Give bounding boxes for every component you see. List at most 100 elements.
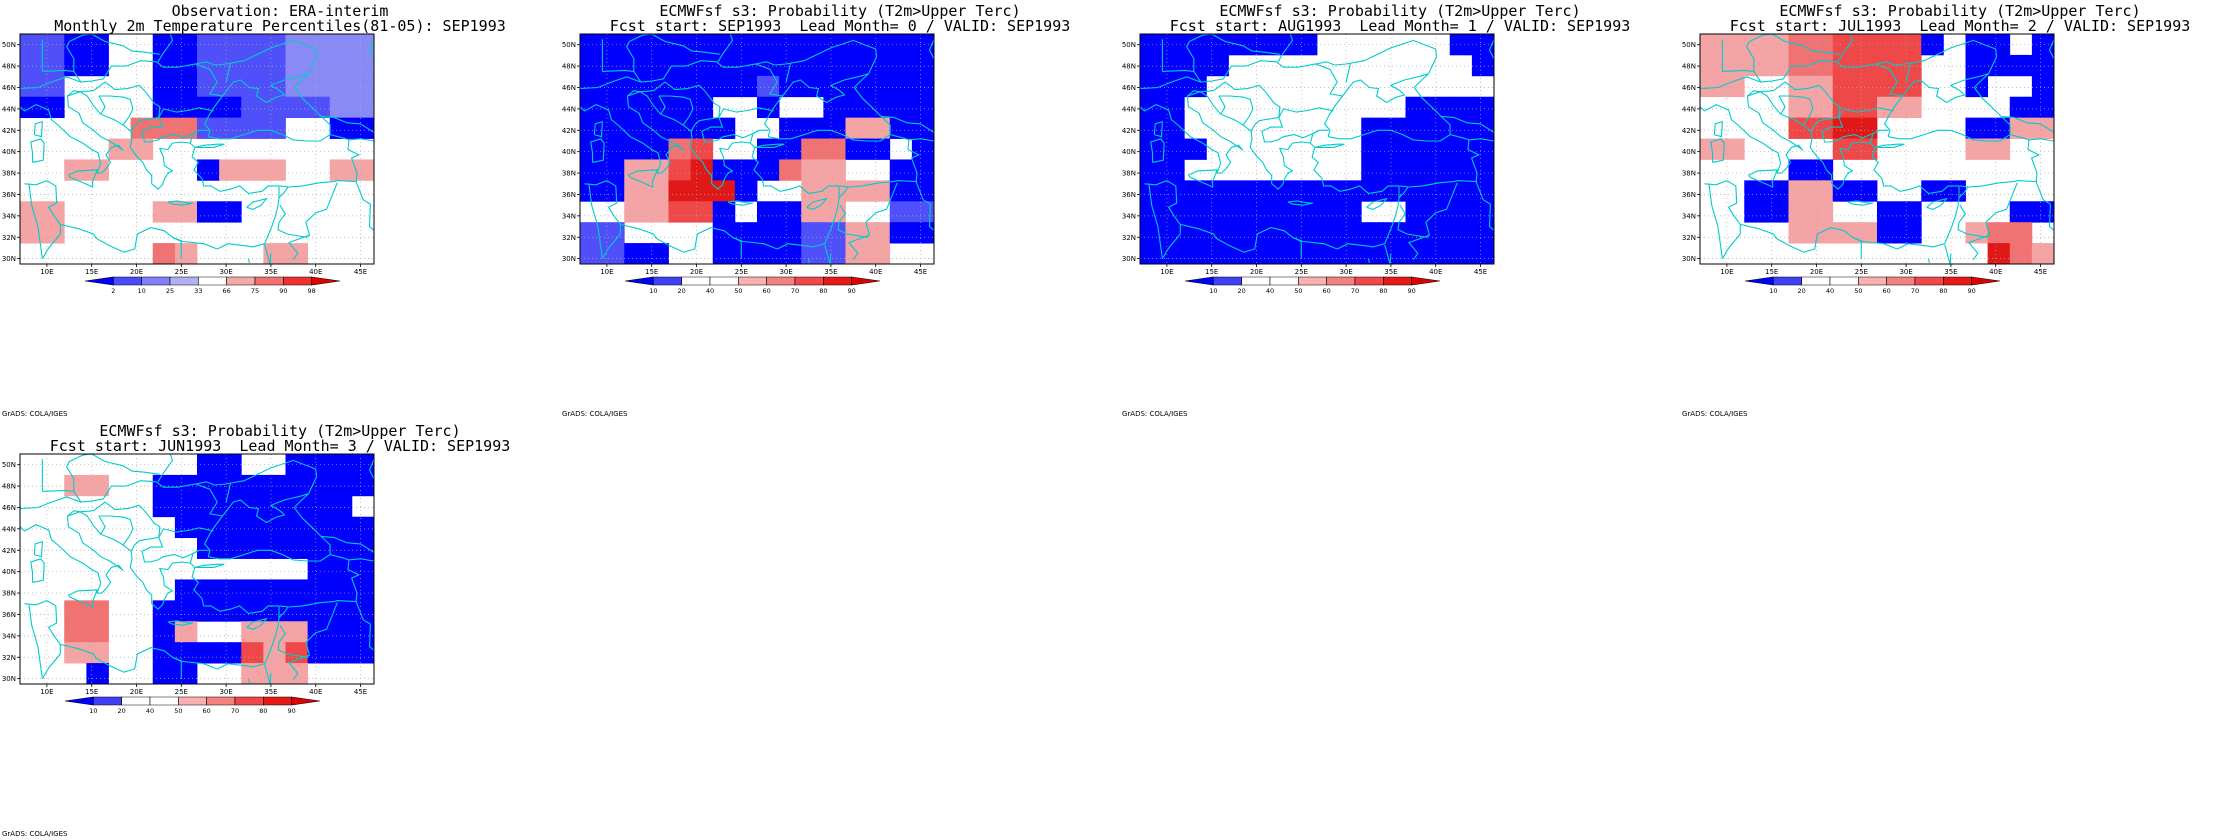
lat-tick-label: 42N: [1682, 127, 1696, 135]
lon-tick-label: 25E: [1855, 268, 1868, 276]
grid-cell: [263, 117, 286, 139]
grid-cell: [1140, 54, 1163, 77]
grid-cell: [646, 180, 669, 202]
grid-cell: [801, 54, 824, 77]
grid-cell: [64, 600, 87, 622]
grid-cell: [1788, 201, 1812, 223]
colorbar-label: 90: [288, 707, 296, 715]
lat-tick-label: 48N: [562, 63, 576, 71]
grid-cell: [1427, 243, 1451, 265]
grid-cell: [602, 34, 625, 56]
grid-cell: [889, 201, 913, 223]
grid-cell: [351, 34, 375, 56]
panel-title-line-1: ECMWFsf s3: Probability (T2m>Upper Terc): [1779, 2, 2141, 20]
lon-tick-label: 15E: [1205, 268, 1218, 276]
panel-title-line-1: ECMWFsf s3: Probability (T2m>Upper Terc): [99, 422, 461, 440]
grid-cell: [911, 34, 935, 56]
colorbar-swatch: [254, 276, 284, 286]
lat-tick-label: 32N: [562, 234, 576, 242]
grid-cell: [1228, 180, 1252, 202]
grid-cell: [241, 495, 264, 518]
grid-cell: [219, 579, 242, 601]
grid-cell: [911, 75, 935, 98]
grid-cell: [889, 75, 913, 98]
lat-tick-label: 30N: [1682, 255, 1696, 263]
grid-cell: [1140, 243, 1163, 265]
lon-tick-label: 15E: [645, 268, 658, 276]
grid-cell: [580, 222, 603, 244]
grid-cell: [174, 642, 198, 664]
panel-title-line-2: Fcst start: JUL1993 Lead Month= 2 / VALI…: [1729, 17, 2191, 35]
grid-cell: [845, 75, 869, 98]
grid-cell: [285, 579, 309, 601]
grid-cell: [1272, 180, 1296, 202]
grid-cell: [1449, 201, 1473, 223]
lat-tick-label: 44N: [1122, 105, 1136, 113]
grid-cell: [889, 54, 913, 77]
grid-cell: [712, 201, 736, 223]
grid-cell: [307, 495, 331, 518]
colorbar-swatch: [198, 276, 227, 286]
grid-cell: [20, 34, 43, 56]
coastlines: [580, 34, 934, 264]
grid-cell: [602, 138, 625, 160]
grid-cell: [1206, 201, 1229, 223]
colorbar-label: 80: [1379, 287, 1387, 295]
shaded-grid: [1140, 34, 1495, 265]
grid-cell: [624, 201, 647, 223]
grads-credit: GrADS: COLA/IGES: [2, 830, 68, 838]
lat-tick-label: 32N: [1122, 234, 1136, 242]
colorbar-swatch: [1354, 276, 1384, 286]
grid-cell: [1471, 222, 1495, 244]
grid-cell: [602, 117, 625, 139]
grid-cell: [1339, 180, 1362, 202]
grid-cell: [779, 222, 802, 244]
grid-cell: [1877, 222, 1900, 244]
grid-cell: [1471, 243, 1495, 265]
lat-tick-label: 38N: [1122, 170, 1136, 178]
grid-cell: [263, 34, 286, 56]
lat-tick-label: 42N: [2, 127, 16, 135]
grads-credit: GrADS: COLA/IGES: [2, 410, 68, 418]
colorbar-label: 2: [111, 287, 115, 295]
colorbar-label: 25: [166, 287, 174, 295]
lat-tick-label: 44N: [2, 525, 16, 533]
grid-cell: [1383, 117, 1406, 139]
lon-tick-label: 45E: [914, 268, 927, 276]
grid-cell: [624, 117, 647, 139]
grid-cell: [241, 96, 264, 119]
grid-cell: [1184, 201, 1207, 223]
grid-cell: [1810, 75, 1834, 98]
colorbar-label: 60: [203, 707, 211, 715]
colorbar-label: 80: [259, 707, 267, 715]
grid-cell: [174, 243, 198, 265]
grid-cell: [1987, 117, 2011, 139]
grid-cell: [1162, 201, 1185, 223]
grid-cell: [1339, 201, 1362, 223]
grid-cell: [329, 600, 353, 622]
grid-cell: [690, 159, 714, 181]
grid-cell: [757, 222, 780, 244]
grid-cell: [2031, 75, 2055, 98]
grid-cell: [1788, 96, 1812, 119]
lon-tick-label: 30E: [219, 688, 232, 696]
lat-tick-label: 38N: [2, 590, 16, 598]
grid-cell: [1272, 243, 1296, 265]
grid-cell: [1810, 117, 1834, 139]
grid-cell: [1228, 222, 1252, 244]
grid-cell: [1744, 180, 1767, 202]
grid-cell: [1294, 180, 1318, 202]
grid-cell: [197, 159, 220, 181]
grid-cell: [2031, 117, 2055, 139]
grid-cell: [734, 243, 758, 265]
grid-cell: [1832, 117, 1856, 139]
grid-cell: [152, 96, 176, 119]
grid-cell: [1140, 75, 1163, 98]
lon-tick-label: 35E: [1384, 268, 1397, 276]
colorbar-swatch: [709, 276, 739, 286]
grid-cell: [1427, 138, 1451, 160]
grid-cell: [757, 201, 780, 223]
grid-cell: [823, 222, 846, 244]
